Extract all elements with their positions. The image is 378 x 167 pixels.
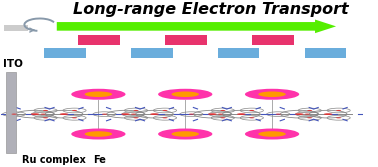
Bar [6,72,16,153]
Text: ITO: ITO [3,59,22,69]
Bar [165,35,207,45]
Ellipse shape [11,114,17,115]
Ellipse shape [131,114,136,115]
Ellipse shape [208,113,217,115]
Ellipse shape [133,117,139,118]
Text: Fe: Fe [93,155,106,165]
FancyArrow shape [57,20,336,33]
Ellipse shape [150,113,159,115]
Text: Long-range Electron Transport: Long-range Electron Transport [73,2,349,17]
Ellipse shape [307,117,312,118]
Ellipse shape [220,110,225,111]
Ellipse shape [336,117,341,118]
Ellipse shape [237,113,246,115]
Ellipse shape [324,113,333,115]
Bar [44,48,86,58]
Ellipse shape [60,113,68,115]
Ellipse shape [245,129,299,139]
Ellipse shape [220,117,225,118]
Ellipse shape [40,114,46,115]
Bar [252,35,294,45]
Ellipse shape [295,113,304,115]
Ellipse shape [121,113,130,115]
Ellipse shape [245,89,299,100]
Ellipse shape [71,129,125,139]
Ellipse shape [307,110,312,111]
Bar [131,48,173,58]
Ellipse shape [189,114,194,115]
Ellipse shape [85,131,112,137]
Ellipse shape [163,117,167,118]
Ellipse shape [72,110,77,111]
Ellipse shape [336,110,341,111]
Ellipse shape [31,113,39,115]
Ellipse shape [43,117,48,118]
Bar [218,48,259,58]
Ellipse shape [305,114,310,115]
Ellipse shape [102,114,107,115]
Ellipse shape [85,92,112,97]
Ellipse shape [71,89,125,100]
Bar [305,48,346,58]
Text: Ru complex: Ru complex [22,155,86,165]
Ellipse shape [172,131,199,137]
Bar [79,35,120,45]
Ellipse shape [218,114,223,115]
Ellipse shape [258,92,286,97]
Ellipse shape [172,92,199,97]
Ellipse shape [276,114,281,115]
Bar [4,25,28,31]
Ellipse shape [258,131,286,137]
Ellipse shape [249,117,254,118]
Ellipse shape [249,110,254,111]
Ellipse shape [158,89,212,100]
Ellipse shape [133,110,139,111]
Ellipse shape [163,110,167,111]
Ellipse shape [43,110,48,111]
Ellipse shape [158,129,212,139]
Ellipse shape [72,117,77,118]
